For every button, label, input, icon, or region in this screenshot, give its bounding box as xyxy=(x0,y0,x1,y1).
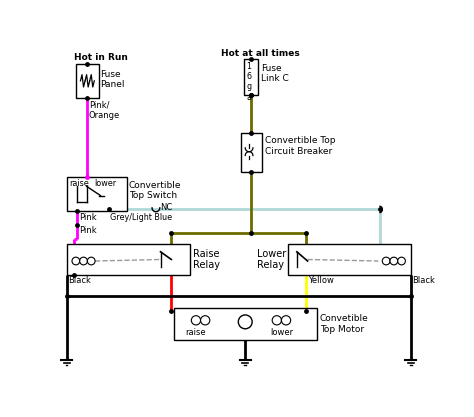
Text: 1
6
g
a: 1 6 g a xyxy=(246,62,251,102)
Text: Fuse
Link C: Fuse Link C xyxy=(261,64,289,83)
FancyBboxPatch shape xyxy=(245,59,258,95)
Text: Convertible
Top Switch: Convertible Top Switch xyxy=(129,181,182,200)
Text: Black: Black xyxy=(68,276,91,285)
Circle shape xyxy=(72,257,80,265)
Circle shape xyxy=(390,257,398,265)
Text: Pink: Pink xyxy=(79,226,97,235)
Text: Pink: Pink xyxy=(79,213,97,221)
Text: Convertible Top
Circuit Breaker: Convertible Top Circuit Breaker xyxy=(265,136,336,156)
Text: Raise
Relay: Raise Relay xyxy=(193,249,220,270)
FancyBboxPatch shape xyxy=(174,308,317,340)
Circle shape xyxy=(383,257,390,265)
Text: Convetible
Top Motor: Convetible Top Motor xyxy=(320,314,369,334)
Text: Hot at all times: Hot at all times xyxy=(220,49,300,58)
Text: raise: raise xyxy=(185,328,206,337)
Circle shape xyxy=(272,316,282,325)
Text: Yellow: Yellow xyxy=(308,276,334,285)
FancyBboxPatch shape xyxy=(288,244,411,275)
Text: Grey/Light Blue: Grey/Light Blue xyxy=(110,213,173,221)
FancyBboxPatch shape xyxy=(66,244,190,275)
Text: Lower
Relay: Lower Relay xyxy=(257,249,286,270)
Text: lower: lower xyxy=(94,179,117,188)
Circle shape xyxy=(201,316,210,325)
FancyBboxPatch shape xyxy=(66,177,127,211)
Text: lower: lower xyxy=(271,328,294,337)
Text: Fuse
Panel: Fuse Panel xyxy=(100,70,125,90)
Text: Hot in Run: Hot in Run xyxy=(74,53,128,63)
Text: raise: raise xyxy=(70,179,90,188)
Circle shape xyxy=(238,315,252,329)
Circle shape xyxy=(282,316,291,325)
Text: NC: NC xyxy=(161,203,173,211)
Circle shape xyxy=(191,316,201,325)
Text: Black: Black xyxy=(412,276,435,285)
FancyBboxPatch shape xyxy=(76,64,99,98)
Circle shape xyxy=(80,257,87,265)
Circle shape xyxy=(87,257,95,265)
FancyBboxPatch shape xyxy=(241,133,262,172)
Text: Pink/
Orange: Pink/ Orange xyxy=(89,101,120,120)
Circle shape xyxy=(398,257,405,265)
